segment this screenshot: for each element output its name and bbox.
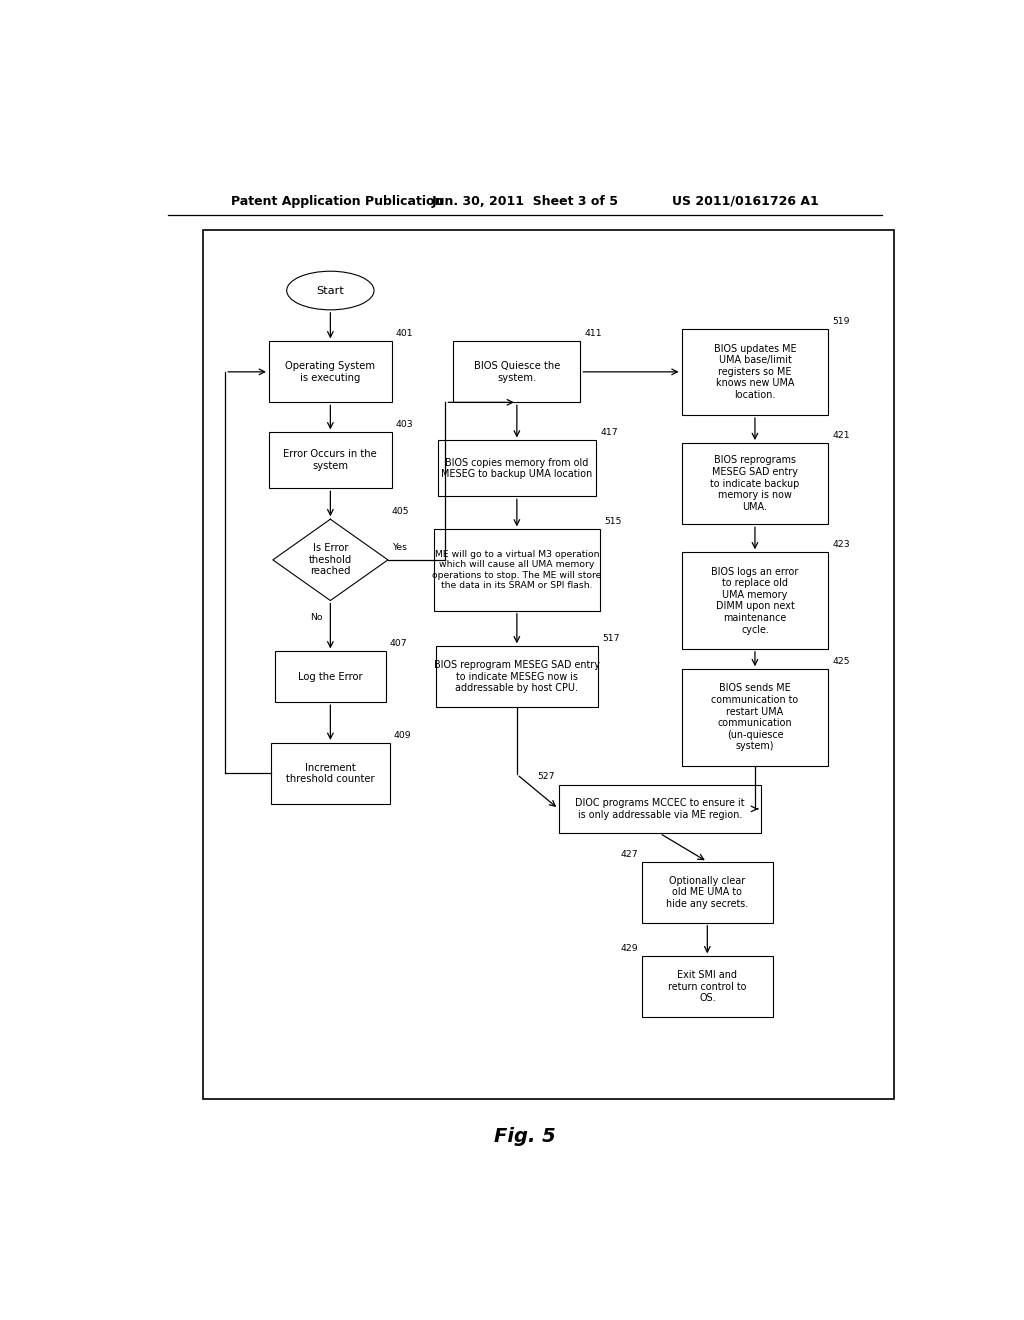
FancyBboxPatch shape: [558, 784, 761, 833]
FancyBboxPatch shape: [642, 862, 773, 923]
Text: 401: 401: [396, 329, 414, 338]
Text: 517: 517: [602, 634, 620, 643]
Text: BIOS updates ME
UMA base/limit
registers so ME
knows new UMA
location.: BIOS updates ME UMA base/limit registers…: [714, 343, 797, 400]
Text: BIOS logs an error
to replace old
UMA memory
DIMM upon next
maintenance
cycle.: BIOS logs an error to replace old UMA me…: [712, 566, 799, 635]
Text: Yes: Yes: [392, 543, 407, 552]
FancyBboxPatch shape: [437, 441, 596, 496]
Text: BIOS reprograms
MESEG SAD entry
to indicate backup
memory is now
UMA.: BIOS reprograms MESEG SAD entry to indic…: [711, 455, 800, 512]
Text: ME will go to a virtual M3 operation
which will cause all UMA memory
operations : ME will go to a virtual M3 operation whi…: [432, 550, 601, 590]
Text: BIOS sends ME
communication to
restart UMA
communication
(un-quiesce
system): BIOS sends ME communication to restart U…: [712, 684, 799, 751]
FancyBboxPatch shape: [682, 329, 828, 414]
Text: Optionally clear
old ME UMA to
hide any secrets.: Optionally clear old ME UMA to hide any …: [667, 875, 749, 909]
Text: 425: 425: [833, 657, 850, 667]
Text: 405: 405: [392, 507, 410, 516]
Text: Fig. 5: Fig. 5: [494, 1127, 556, 1146]
Text: 427: 427: [621, 850, 638, 859]
FancyBboxPatch shape: [682, 444, 828, 524]
Text: 421: 421: [833, 430, 850, 440]
Text: 527: 527: [537, 772, 555, 781]
Text: 411: 411: [585, 329, 602, 338]
FancyBboxPatch shape: [269, 433, 392, 488]
Text: BIOS Quiesce the
system.: BIOS Quiesce the system.: [474, 362, 560, 383]
Text: Patent Application Publication: Patent Application Publication: [231, 194, 443, 207]
Text: Error Occurs in the
system: Error Occurs in the system: [284, 450, 377, 471]
Text: BIOS copies memory from old
MESEG to backup UMA location: BIOS copies memory from old MESEG to bac…: [441, 458, 593, 479]
Text: Is Error
theshold
reached: Is Error theshold reached: [309, 544, 352, 577]
Text: Increment
threshold counter: Increment threshold counter: [286, 763, 375, 784]
FancyBboxPatch shape: [269, 342, 392, 403]
FancyBboxPatch shape: [682, 669, 828, 766]
FancyBboxPatch shape: [435, 647, 598, 708]
Text: 515: 515: [604, 517, 622, 527]
FancyBboxPatch shape: [274, 651, 386, 702]
Text: DIOC programs MCCEC to ensure it
is only addressable via ME region.: DIOC programs MCCEC to ensure it is only…: [574, 799, 744, 820]
Text: 429: 429: [621, 944, 638, 953]
Text: 403: 403: [396, 420, 414, 429]
Text: Operating System
is executing: Operating System is executing: [286, 362, 376, 383]
Text: BIOS reprogram MESEG SAD entry
to indicate MESEG now is
addressable by host CPU.: BIOS reprogram MESEG SAD entry to indica…: [434, 660, 600, 693]
FancyBboxPatch shape: [454, 342, 581, 403]
Text: No: No: [310, 612, 323, 622]
Text: 417: 417: [600, 429, 617, 437]
Ellipse shape: [287, 271, 374, 310]
Polygon shape: [272, 519, 388, 601]
FancyBboxPatch shape: [270, 743, 390, 804]
Text: 423: 423: [833, 540, 850, 549]
Text: Exit SMI and
return control to
OS.: Exit SMI and return control to OS.: [668, 970, 746, 1003]
FancyBboxPatch shape: [642, 956, 773, 1018]
FancyBboxPatch shape: [682, 552, 828, 649]
Text: US 2011/0161726 A1: US 2011/0161726 A1: [672, 194, 818, 207]
Text: Jun. 30, 2011  Sheet 3 of 5: Jun. 30, 2011 Sheet 3 of 5: [431, 194, 618, 207]
Text: 519: 519: [833, 317, 850, 326]
Text: 409: 409: [394, 731, 412, 739]
Text: Log the Error: Log the Error: [298, 672, 362, 681]
Text: 407: 407: [390, 639, 408, 648]
Text: Start: Start: [316, 285, 344, 296]
FancyBboxPatch shape: [433, 529, 600, 611]
